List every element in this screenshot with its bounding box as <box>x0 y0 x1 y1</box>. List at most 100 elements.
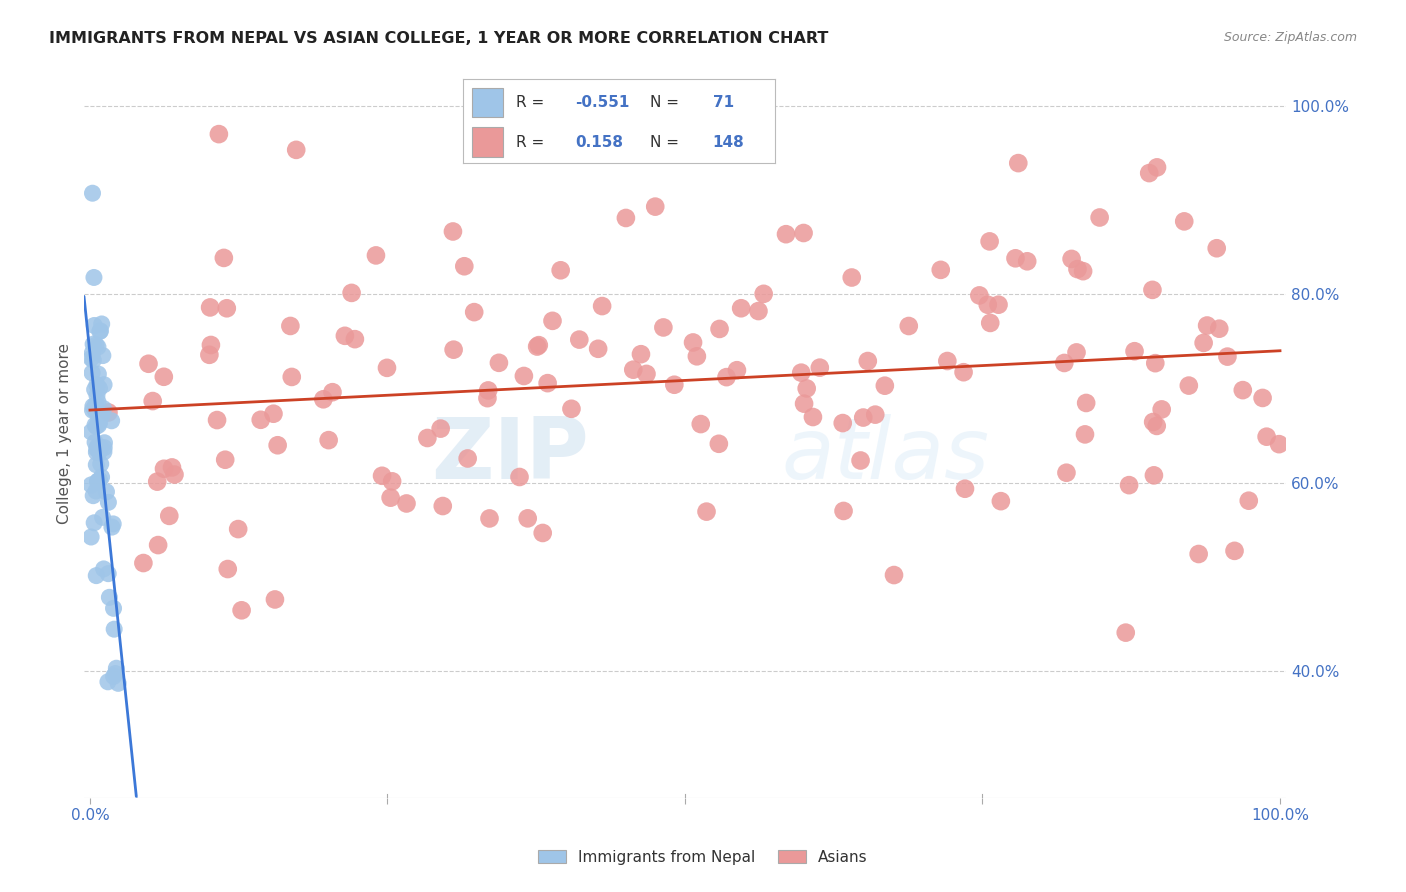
Point <box>84 419 107 434</box>
Point <box>87 340 110 354</box>
Point <box>1188 547 1211 561</box>
Point <box>1004 252 1026 266</box>
Point <box>87 418 110 433</box>
Point <box>873 378 896 392</box>
Point <box>636 367 658 381</box>
Point <box>747 304 769 318</box>
Point <box>212 251 235 265</box>
Point <box>198 301 221 315</box>
Point <box>689 417 711 431</box>
Point <box>568 333 591 347</box>
Point <box>321 385 343 400</box>
Point <box>1237 493 1260 508</box>
Point <box>457 451 479 466</box>
Point <box>1216 350 1239 364</box>
Point <box>801 410 824 425</box>
Point <box>93 445 115 459</box>
Point <box>93 435 115 450</box>
Point <box>977 298 1000 312</box>
Point <box>979 316 1001 330</box>
Point <box>83 516 105 530</box>
Point <box>775 227 797 242</box>
Point <box>80 530 103 544</box>
Point <box>516 511 538 525</box>
Point <box>477 391 499 405</box>
Text: ZIP: ZIP <box>432 414 589 497</box>
Point <box>725 363 748 377</box>
Point <box>89 381 111 395</box>
Point <box>381 475 404 489</box>
Point <box>652 320 675 334</box>
Point <box>153 369 176 384</box>
Point <box>90 457 112 471</box>
Point <box>513 369 536 384</box>
Point <box>614 211 637 225</box>
Point <box>1144 356 1167 370</box>
Y-axis label: College, 1 year or more: College, 1 year or more <box>58 343 72 524</box>
Point <box>231 603 253 617</box>
Point <box>208 127 231 141</box>
Point <box>90 470 112 484</box>
Point <box>1137 166 1160 180</box>
Point <box>89 473 111 487</box>
Point <box>527 338 550 352</box>
Point <box>644 200 666 214</box>
Point <box>1123 344 1146 359</box>
Point <box>281 370 304 384</box>
Point <box>586 342 609 356</box>
Point <box>97 674 120 689</box>
Point <box>87 412 110 426</box>
Point <box>1007 156 1029 170</box>
Point <box>146 538 169 552</box>
Point <box>264 592 287 607</box>
Point <box>90 409 112 423</box>
Point <box>93 401 115 416</box>
Point <box>93 377 115 392</box>
Point <box>205 413 228 427</box>
Point <box>793 226 815 240</box>
Point <box>936 354 959 368</box>
Point <box>333 328 356 343</box>
Point <box>1232 383 1254 397</box>
Point <box>82 353 104 368</box>
Point <box>266 438 288 452</box>
Legend: Immigrants from Nepal, Asians: Immigrants from Nepal, Asians <box>533 844 873 871</box>
Point <box>526 340 548 354</box>
Point <box>380 491 402 505</box>
Point <box>416 431 439 445</box>
Point <box>1256 430 1278 444</box>
Point <box>86 445 108 459</box>
Point <box>1074 427 1097 442</box>
Point <box>280 318 302 333</box>
Point <box>443 343 465 357</box>
Point <box>138 357 160 371</box>
Point <box>990 494 1012 508</box>
Point <box>508 470 530 484</box>
Point <box>98 591 121 605</box>
Point <box>198 348 221 362</box>
Point <box>1017 254 1039 268</box>
Point <box>696 505 718 519</box>
Point <box>101 520 124 534</box>
Point <box>90 317 112 331</box>
Point <box>1223 544 1246 558</box>
Point <box>163 467 186 482</box>
Point <box>103 601 125 615</box>
Point <box>429 422 451 436</box>
Point <box>80 425 103 439</box>
Point <box>84 458 107 472</box>
Point <box>153 462 176 476</box>
Point <box>91 510 114 524</box>
Point <box>96 484 118 499</box>
Point <box>1208 321 1230 335</box>
Point <box>1146 161 1168 175</box>
Point <box>87 445 110 459</box>
Point <box>832 504 855 518</box>
Point <box>103 516 125 531</box>
Point <box>856 354 879 368</box>
Point <box>371 468 394 483</box>
Point <box>97 405 120 419</box>
Point <box>1150 402 1173 417</box>
Point <box>146 475 169 489</box>
Point <box>82 345 104 359</box>
